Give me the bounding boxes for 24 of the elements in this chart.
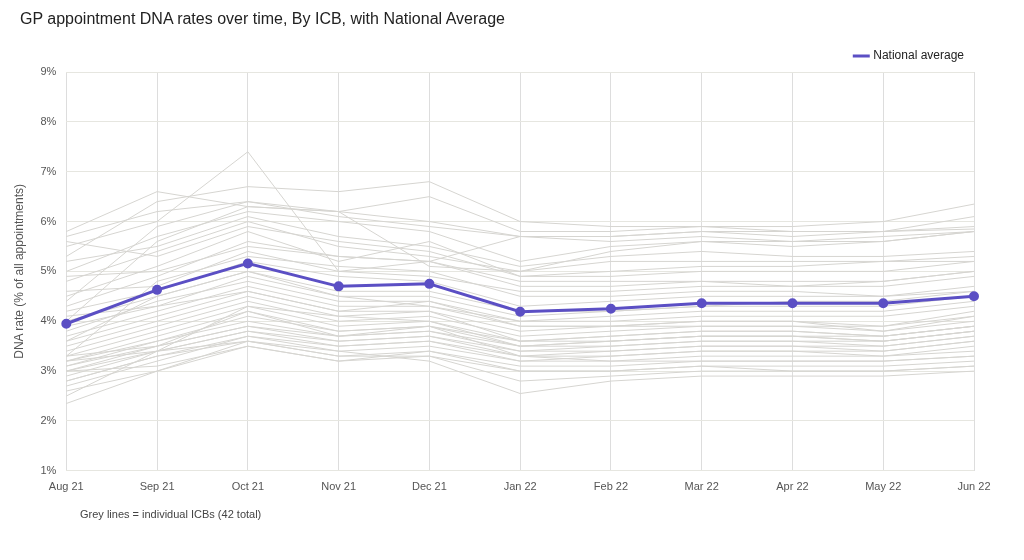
legend-label: National average <box>873 48 965 63</box>
x-tick-label: Dec 21 <box>411 480 447 493</box>
x-tick-label: Sep 21 <box>139 480 175 493</box>
chart-title: GP appointment DNA rates over time, By ICB, with National Average <box>19 9 506 29</box>
x-tick-label: Jun 22 <box>957 480 991 493</box>
y-tick-label: 2% <box>40 413 57 426</box>
y-tick-label: 5% <box>40 264 57 277</box>
y-tick-label: 9% <box>40 65 57 78</box>
x-tick-label: May 22 <box>865 480 902 493</box>
y-tick-label: 6% <box>40 214 57 227</box>
x-tick-label: Jan 22 <box>503 480 537 493</box>
x-tick-label: Apr 22 <box>776 480 809 493</box>
y-tick-label: 1% <box>40 463 57 476</box>
text: Grey lines = individual ICBs (42 total) <box>79 507 263 522</box>
y-tick-label: 3% <box>40 364 57 377</box>
y-axis-title: DNA rate (% of all appointments) <box>11 184 26 359</box>
x-tick-label: Mar 22 <box>684 480 719 493</box>
y-tick-label: 4% <box>40 314 57 327</box>
y-tick-label: 7% <box>40 164 57 177</box>
y-tick-label: 8% <box>40 114 57 127</box>
x-tick-label: Aug 21 <box>48 480 84 493</box>
x-tick-label: Oct 21 <box>231 480 265 493</box>
x-tick-label: Nov 21 <box>321 480 357 493</box>
x-tick-label: Feb 22 <box>593 480 629 493</box>
